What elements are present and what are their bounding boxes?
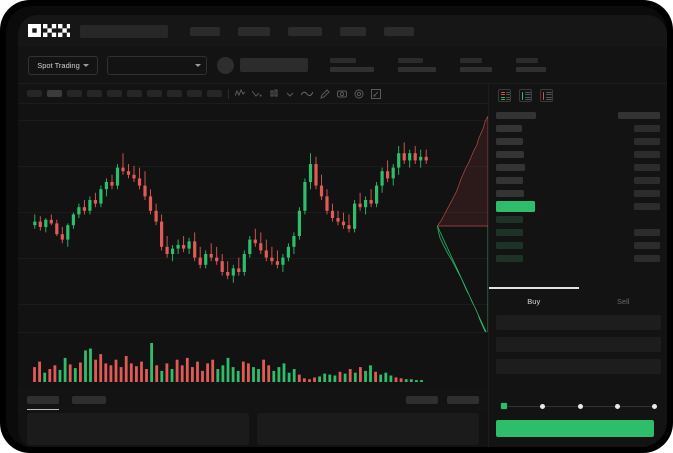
- tab-buy[interactable]: Buy: [489, 287, 579, 315]
- ticker-stat: [330, 58, 374, 72]
- chart-type-icon[interactable]: [269, 89, 279, 98]
- candle-series: [33, 142, 428, 283]
- chart-gridlines: [18, 104, 488, 332]
- trading-app-screen: Spot Trading: [18, 15, 667, 447]
- dropdown-icon[interactable]: [286, 90, 294, 98]
- toolbar-divider: [228, 88, 229, 99]
- tab-sell[interactable]: Sell: [616, 296, 630, 306]
- orderbook-ask-row[interactable]: [496, 189, 660, 198]
- orderbook-ask-row[interactable]: [496, 150, 660, 159]
- order-form: [489, 315, 667, 381]
- slider-step[interactable]: [540, 403, 546, 409]
- order-amount-field[interactable]: [496, 337, 661, 352]
- orderbook-header: [496, 111, 660, 120]
- chevron-down-icon: [82, 63, 89, 67]
- timeframe-button[interactable]: [127, 90, 142, 97]
- order-book[interactable]: [489, 106, 667, 263]
- chevron-down-icon: [195, 63, 201, 67]
- timeframe-button[interactable]: [147, 90, 162, 97]
- order-price-field[interactable]: [496, 315, 661, 330]
- buy-sell-tabs: Buy Sell: [489, 287, 667, 315]
- slider-step-active[interactable]: [500, 402, 508, 410]
- slider-step[interactable]: [614, 403, 620, 409]
- bottom-tab-bar: [18, 387, 488, 413]
- orderbook-bid-row[interactable]: [496, 228, 660, 237]
- bottom-panel-right[interactable]: [257, 413, 479, 445]
- orderbook-both-icon[interactable]: [498, 89, 511, 102]
- ticker-stats: [330, 58, 546, 72]
- tab-filter[interactable]: [406, 396, 438, 404]
- slider-steps: [500, 402, 657, 410]
- bottom-panels: [18, 413, 488, 447]
- orderbook-bids-icon[interactable]: [519, 89, 532, 102]
- market-type-label: Spot Trading: [37, 60, 80, 70]
- orderbook-ask-row[interactable]: [496, 176, 660, 185]
- nav-link-2[interactable]: [238, 26, 270, 36]
- bottom-tabs-left: [27, 396, 106, 410]
- orderbook-ask-row[interactable]: [496, 163, 660, 172]
- tab-order-history[interactable]: [72, 396, 106, 404]
- search-input[interactable]: [80, 24, 168, 38]
- timeframe-group: [27, 90, 222, 97]
- candlestick-chart[interactable]: [18, 104, 488, 332]
- nav-link-4[interactable]: [340, 26, 366, 36]
- amount-percent-slider[interactable]: [489, 398, 667, 414]
- pair-avatar-icon: [217, 56, 234, 74]
- volume-pane: [18, 332, 488, 387]
- orderbook-asks-icon[interactable]: [540, 89, 553, 102]
- depth-chart-overlay: [433, 116, 488, 332]
- chart-tools: [235, 88, 381, 99]
- bottom-panel-left[interactable]: [27, 413, 249, 445]
- timeframe-button[interactable]: [87, 90, 102, 97]
- chart-toolbar: [18, 84, 488, 104]
- orderbook-bid-row[interactable]: [496, 241, 660, 250]
- order-book-sidebar: Buy Sell: [488, 84, 667, 447]
- orderbook-bid-row[interactable]: [496, 215, 660, 224]
- line-chart-icon[interactable]: [301, 89, 313, 98]
- timeframe-button[interactable]: [207, 90, 222, 97]
- orderbook-bid-row[interactable]: [496, 254, 660, 263]
- timeframe-button[interactable]: [187, 90, 202, 97]
- nav-link-3[interactable]: [288, 26, 322, 36]
- ticker-stat: [516, 58, 546, 72]
- tab-open-orders[interactable]: [27, 396, 59, 410]
- indicators-icon[interactable]: [235, 89, 245, 98]
- fullscreen-icon[interactable]: [371, 88, 381, 99]
- nav-link-1[interactable]: [190, 26, 220, 36]
- settings-icon[interactable]: [354, 89, 364, 99]
- ticker-stat: [460, 58, 492, 72]
- slider-step[interactable]: [652, 403, 657, 409]
- okx-logo-icon[interactable]: [28, 24, 70, 38]
- trading-pair-select[interactable]: [107, 55, 207, 75]
- timeframe-button[interactable]: [167, 90, 182, 97]
- device-bezel: Spot Trading: [6, 6, 667, 447]
- timeframe-button[interactable]: [107, 90, 122, 97]
- timeframe-button[interactable]: [67, 90, 82, 97]
- top-navigation-bar: [18, 15, 667, 47]
- ticker-stat: [398, 58, 436, 72]
- submit-order-button[interactable]: [496, 420, 654, 437]
- bottom-tabs-right: [406, 396, 479, 404]
- timeframe-button[interactable]: [27, 90, 42, 97]
- slider-step[interactable]: [577, 403, 583, 409]
- orderbook-ask-row[interactable]: [496, 137, 660, 146]
- camera-icon[interactable]: [337, 89, 347, 98]
- timeframe-button-active[interactable]: [47, 90, 62, 97]
- orderbook-ask-row[interactable]: [496, 124, 660, 133]
- compare-icon[interactable]: [252, 89, 262, 98]
- volume-series: [33, 343, 423, 382]
- orderbook-mid-price-row: [496, 201, 660, 212]
- tab-hide-other[interactable]: [447, 396, 479, 404]
- nav-links: [190, 26, 414, 36]
- nav-link-5[interactable]: [384, 26, 414, 36]
- pencil-icon[interactable]: [320, 88, 330, 99]
- orderbook-layout-toggles: [489, 84, 667, 106]
- ticker-bar: Spot Trading: [18, 47, 667, 84]
- market-type-select[interactable]: Spot Trading: [28, 55, 98, 75]
- order-total-field[interactable]: [496, 359, 661, 374]
- last-price-value: [240, 58, 308, 72]
